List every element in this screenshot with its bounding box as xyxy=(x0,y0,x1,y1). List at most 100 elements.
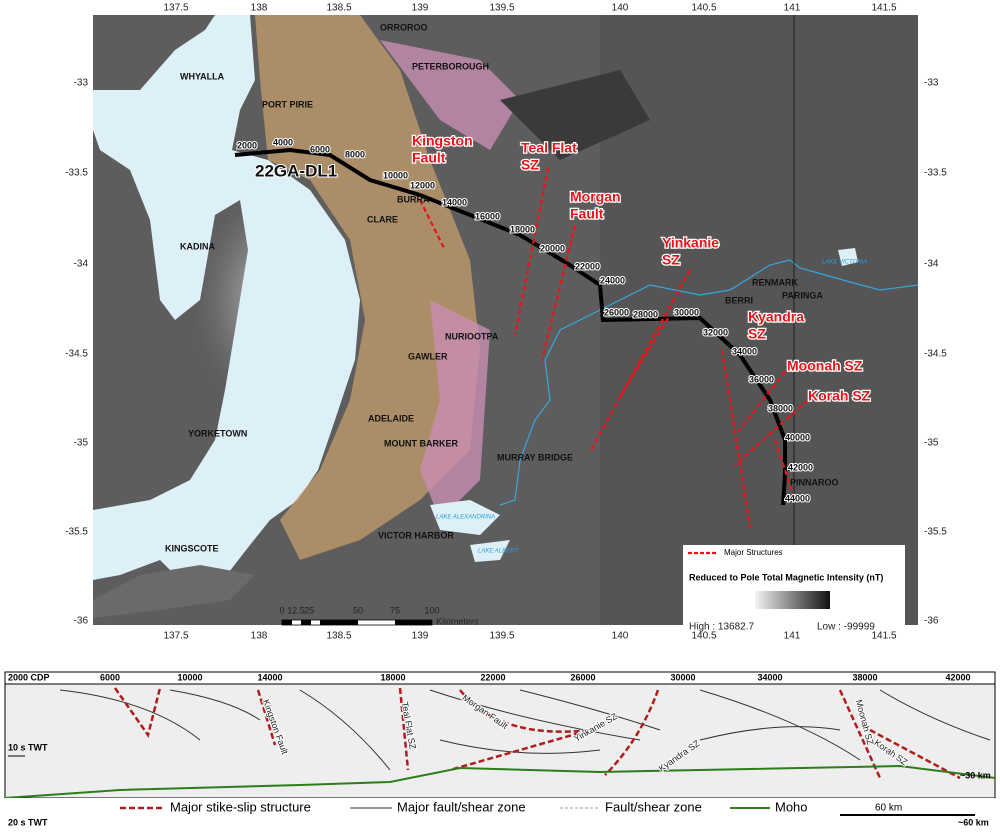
lon-label: 137.5 xyxy=(163,3,188,14)
cdp-label: 28000 xyxy=(633,309,658,319)
cdp-label: 14000 xyxy=(442,197,467,207)
lat-label: -34.5 xyxy=(924,349,947,360)
lon-label: 140.5 xyxy=(691,631,716,642)
lon-label: 141.5 xyxy=(871,3,896,14)
lat-label: -35.5 xyxy=(924,527,947,538)
twt-label: 10 s TWT xyxy=(8,742,48,752)
lon-label: 139 xyxy=(412,3,429,14)
lon-label: 138 xyxy=(251,3,268,14)
section-legend-bg xyxy=(5,798,995,820)
tmi-ramp xyxy=(755,591,830,609)
moho-line xyxy=(4,764,996,799)
cdp-label: 38000 xyxy=(768,403,793,413)
place-name: CLARE xyxy=(367,214,398,224)
section-legend: Major stike-slip structure xyxy=(170,799,311,814)
cdp-label: 6000 xyxy=(310,144,330,154)
legend-tmi-title: Reduced to Pole Total Magnetic Intensity… xyxy=(689,572,883,582)
structure-label: Kyandra xyxy=(748,309,804,325)
kangaroo-island xyxy=(93,565,255,618)
lat-label: -35 xyxy=(924,438,939,449)
magnetic-low xyxy=(500,70,650,160)
lon-label: 137.5 xyxy=(163,631,188,642)
section xyxy=(4,671,996,820)
cdp-label: 26000 xyxy=(604,307,629,317)
twt-label: 20 s TWT xyxy=(8,817,48,827)
structure-label: Kingston xyxy=(412,133,473,149)
murray-river xyxy=(499,259,919,506)
sea xyxy=(93,15,360,600)
seismic-line xyxy=(234,147,787,506)
scale-tick: 100 xyxy=(424,605,439,615)
cdp-label: 20000 xyxy=(540,243,565,253)
place-name: KADINA xyxy=(180,241,215,251)
cdp-title: 2000 CDP xyxy=(8,672,50,682)
section-header xyxy=(4,671,996,685)
lat-label: -33.5 xyxy=(65,168,88,179)
lat-label: -35.5 xyxy=(65,527,88,538)
lon-label: 139 xyxy=(412,631,429,642)
place-name: PETERBOROUGH xyxy=(412,61,489,71)
section-frame xyxy=(4,671,996,799)
structure-lines xyxy=(419,167,809,528)
lon-label: 138.5 xyxy=(326,631,351,642)
map xyxy=(93,15,919,637)
structure-label: Fault xyxy=(412,150,446,166)
cdp-label: 36000 xyxy=(749,374,774,384)
scale-tick: 25 xyxy=(304,605,314,615)
place-name: VICTOR HARBOR xyxy=(378,530,454,540)
scale-unit: Kilometers xyxy=(436,616,479,626)
place-name: PORT PIRIE xyxy=(262,99,313,109)
lat-label: -35 xyxy=(74,438,89,449)
section-cdp: 22000 xyxy=(480,672,505,682)
lake-victoria xyxy=(838,248,858,266)
lat-label: -33.5 xyxy=(924,168,947,179)
section-cdp: 18000 xyxy=(380,672,405,682)
cdp-label: 18000 xyxy=(510,224,535,234)
lat-label: -36 xyxy=(74,616,89,627)
fault-lines xyxy=(59,689,991,771)
water-name: LAKE ALBERT xyxy=(478,549,519,555)
cdp-label: 22000 xyxy=(575,261,600,271)
place-name: YORKETOWN xyxy=(188,428,247,438)
section-cdp: 42000 xyxy=(945,672,970,682)
scale-tick: 12.5 xyxy=(287,605,305,615)
lat-label: -36 xyxy=(924,616,939,627)
cdp-label: 8000 xyxy=(345,149,365,159)
cdp-label: 16000 xyxy=(475,211,500,221)
legend-low: Low : -99999 xyxy=(817,622,875,633)
structure-label: Teal Flat xyxy=(521,140,577,156)
cdp-label: 44000 xyxy=(785,493,810,503)
lakes xyxy=(430,500,510,562)
lon-label: 140 xyxy=(612,631,629,642)
place-name: WHYALLA xyxy=(180,71,225,81)
section-cdp: 34000 xyxy=(757,672,782,682)
structure-label: SZ xyxy=(662,252,680,268)
place-name: MOUNT BARKER xyxy=(384,438,458,448)
section-cdp: 6000 xyxy=(100,672,120,682)
lon-label: 139.5 xyxy=(489,3,514,14)
section-cdp: 26000 xyxy=(570,672,595,682)
structure-label: Morgan xyxy=(570,189,621,205)
lat-label: -33 xyxy=(74,78,89,89)
structure-label: SZ xyxy=(521,157,539,173)
cdp-label: 2000 xyxy=(237,140,257,150)
lon-label: 141 xyxy=(784,3,801,14)
section-structures xyxy=(113,687,961,780)
legend-high: High : 13682.7 xyxy=(689,622,754,633)
cdp-label: 24000 xyxy=(600,275,625,285)
depth-label: ~60 km xyxy=(958,817,989,827)
scale-tick: 0 xyxy=(279,605,284,615)
section-cdp: 10000 xyxy=(177,672,202,682)
scale-tick: 75 xyxy=(390,605,400,615)
structure-label: Fault xyxy=(570,206,604,222)
lat-label: -34 xyxy=(924,259,939,270)
cdp-label: 34000 xyxy=(732,346,757,356)
lon-label: 140 xyxy=(612,3,629,14)
scale-tick: 50 xyxy=(353,605,363,615)
cdp-label: 10000 xyxy=(383,170,408,180)
cdp-label: 42000 xyxy=(788,462,813,472)
lon-label: 139.5 xyxy=(489,631,514,642)
cdp-label: 30000 xyxy=(674,307,699,317)
place-name: RENMARK xyxy=(752,277,798,287)
